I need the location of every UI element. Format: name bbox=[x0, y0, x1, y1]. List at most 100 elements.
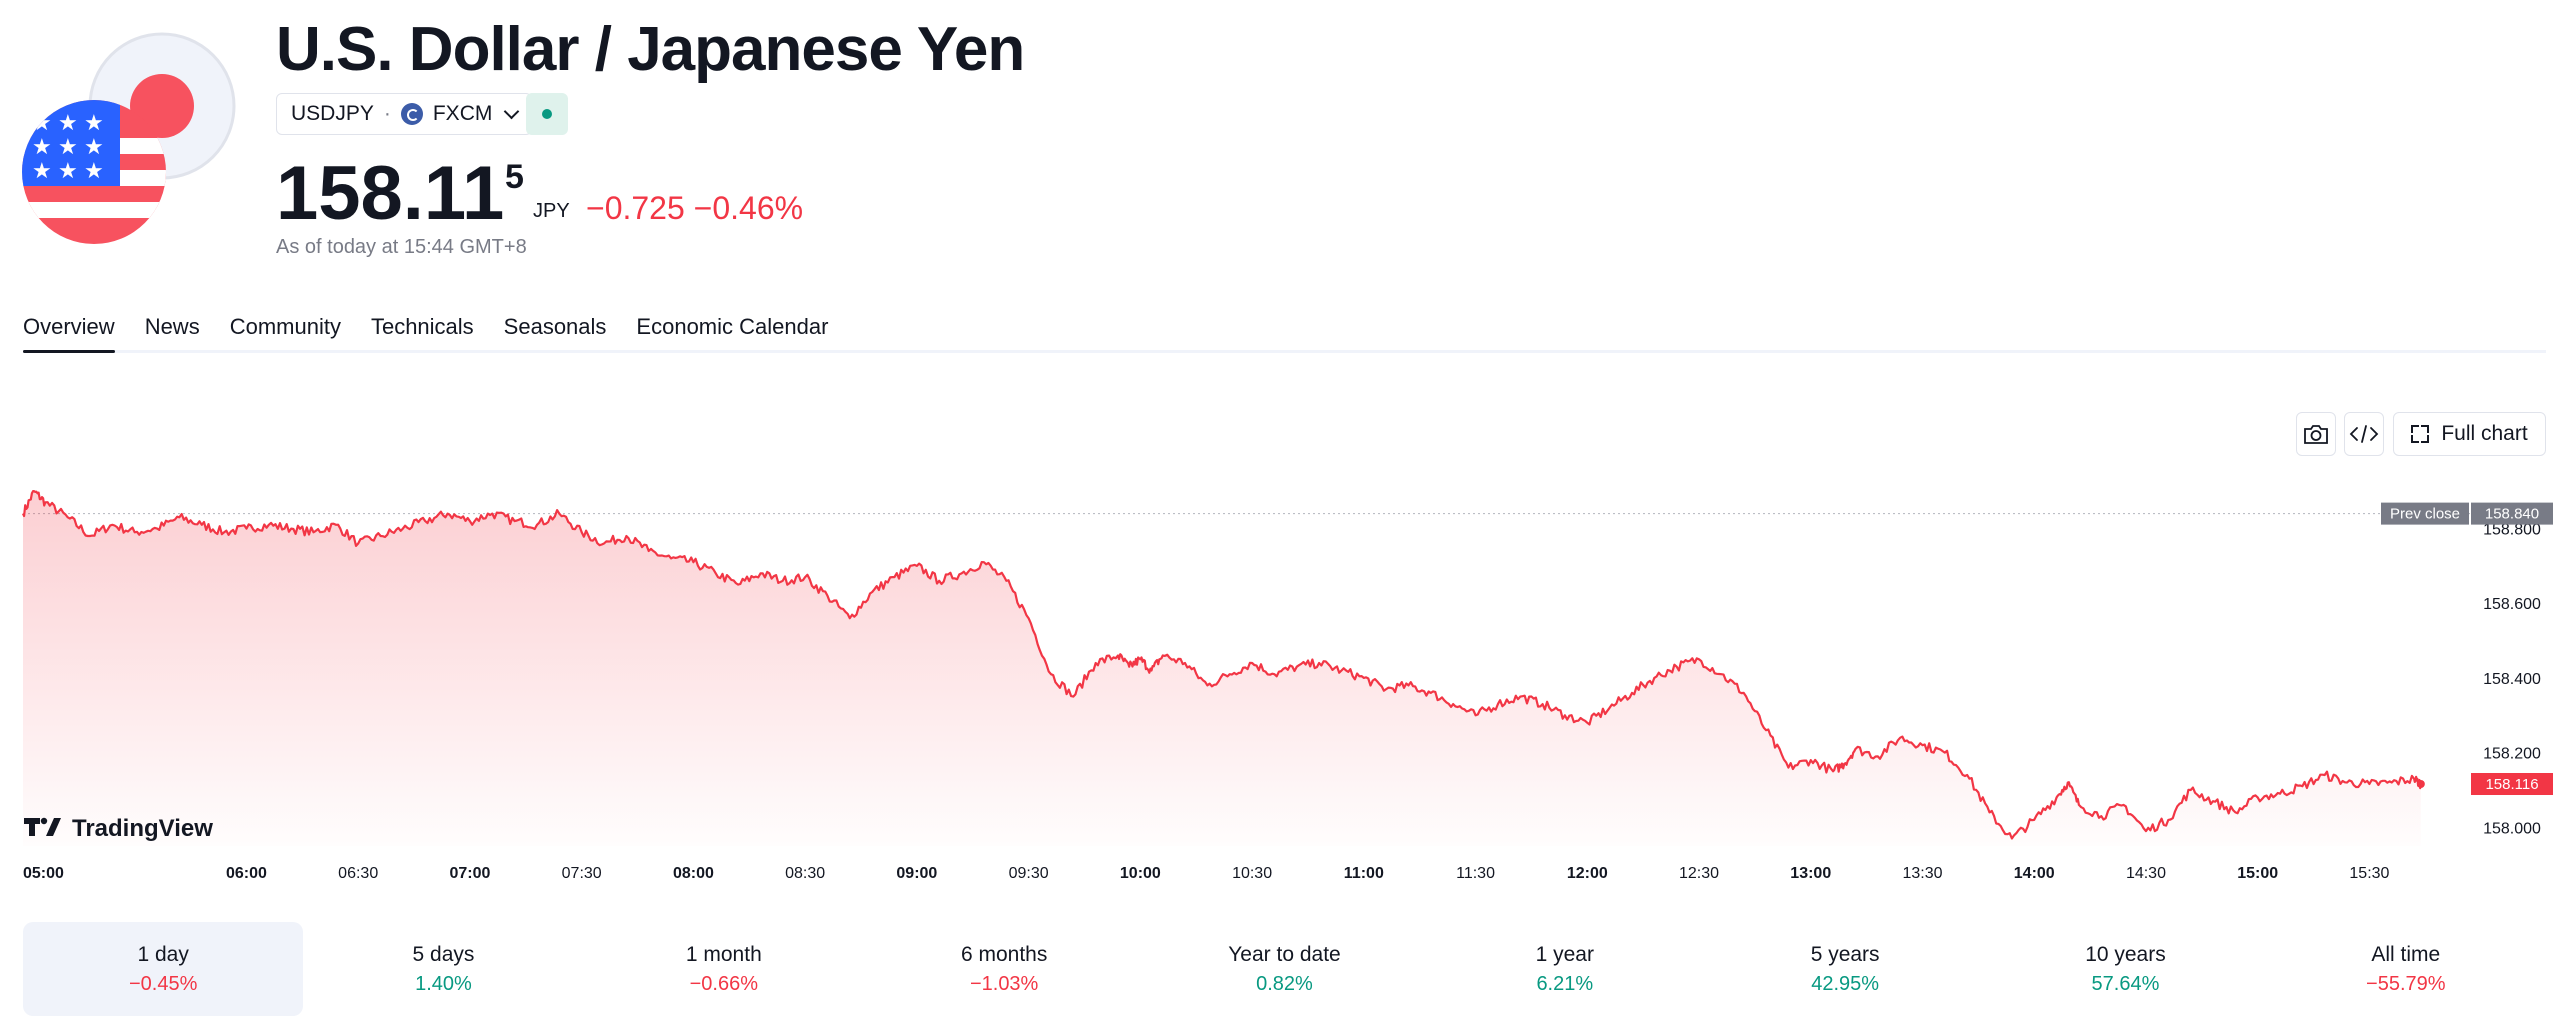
tab-news[interactable]: News bbox=[144, 314, 200, 339]
period-value: 1.40% bbox=[415, 972, 472, 995]
price-line bbox=[22, 490, 2422, 840]
market-open-dot-icon bbox=[542, 109, 552, 119]
price-value: 158.11 bbox=[276, 151, 505, 236]
x-tick-label: 07:00 bbox=[449, 865, 490, 882]
tab-economic-calendar[interactable]: Economic Calendar bbox=[636, 314, 829, 339]
period-all-time[interactable]: All time −55.79% bbox=[2266, 922, 2546, 1016]
currency-flags-icon: ★ ★ ★ ★ ★ ★ ★ ★ ★ bbox=[22, 32, 236, 244]
period-label: All time bbox=[2371, 942, 2441, 966]
tradingview-wordmark: TradingView bbox=[72, 815, 213, 842]
svg-text:★: ★ bbox=[32, 135, 52, 160]
market-status-button[interactable] bbox=[526, 93, 568, 135]
chevron-down-icon bbox=[504, 103, 520, 120]
svg-text:★: ★ bbox=[58, 135, 78, 160]
x-tick-label: 11:00 bbox=[1344, 865, 1384, 882]
period-label: Year to date bbox=[1228, 942, 1341, 966]
period-10-years[interactable]: 10 years 57.64% bbox=[1985, 922, 2265, 1016]
last-price-marker: 158.116 bbox=[2471, 773, 2553, 796]
page-title: U.S. Dollar / Japanese Yen bbox=[276, 15, 1025, 84]
x-tick-label: 06:30 bbox=[338, 865, 378, 882]
period-value: 0.82% bbox=[1256, 972, 1313, 995]
period-1-year[interactable]: 1 year 6.21% bbox=[1425, 922, 1705, 1016]
embed-button[interactable] bbox=[2344, 412, 2384, 456]
price-chart[interactable]: 158.800 158.600 158.400 158.200 158.000 05:0… bbox=[0, 470, 2560, 890]
x-tick-label: 14:00 bbox=[2014, 865, 2055, 882]
x-tick-label: 15:00 bbox=[2237, 865, 2278, 882]
snapshot-button[interactable] bbox=[2296, 412, 2336, 456]
prev-close-marker: Prev close 158.840 bbox=[2381, 502, 2553, 525]
x-tick-label: 13:30 bbox=[1902, 865, 1942, 882]
tab-seasonals[interactable]: Seasonals bbox=[503, 314, 607, 339]
svg-text:★: ★ bbox=[32, 111, 52, 136]
x-tick-label: 09:00 bbox=[896, 865, 937, 882]
x-tick-label: 11:30 bbox=[1456, 865, 1495, 882]
price-timestamp: As of today at 15:44 GMT+8 bbox=[276, 236, 527, 258]
full-chart-button[interactable]: Full chart bbox=[2393, 412, 2546, 456]
svg-text:★: ★ bbox=[32, 159, 52, 184]
exchange-logo-icon bbox=[400, 103, 423, 125]
period-label: 6 months bbox=[960, 942, 1048, 966]
separator: · bbox=[383, 102, 391, 125]
x-tick-label: 08:00 bbox=[673, 865, 714, 882]
tradingview-logo[interactable]: TradingView bbox=[24, 815, 213, 842]
x-tick-label: 15:30 bbox=[2349, 865, 2389, 882]
tab-community[interactable]: Community bbox=[229, 314, 341, 339]
period-value: −0.66% bbox=[689, 972, 759, 995]
prev-close-value: 158.840 bbox=[2485, 506, 2539, 523]
symbol-exchange-selector[interactable]: USDJPY · FXCM bbox=[276, 93, 533, 135]
tradingview-logo-icon bbox=[24, 818, 61, 836]
performance-periods: 1 day −0.45% 5 days 1.40% 1 month −0.66%… bbox=[23, 922, 2546, 1016]
symbol-label: USDJPY bbox=[291, 102, 374, 125]
last-price-value: 158.116 bbox=[2485, 776, 2538, 793]
camera-icon bbox=[2304, 425, 2328, 444]
price-pip-digit: 5 bbox=[505, 158, 524, 196]
prev-close-label: Prev close bbox=[2390, 506, 2460, 523]
x-tick-label: 12:00 bbox=[1567, 865, 1608, 882]
period-label: 1 year bbox=[1535, 942, 1594, 966]
last-price-dot bbox=[2416, 780, 2425, 789]
x-tick-label: 10:30 bbox=[1232, 865, 1272, 882]
period-value: 42.95% bbox=[1811, 972, 1880, 995]
fullscreen-icon bbox=[2411, 425, 2430, 443]
period-value: −0.45% bbox=[128, 972, 198, 995]
svg-text:★: ★ bbox=[84, 135, 104, 160]
y-tick-label: 158.800 bbox=[2483, 522, 2541, 539]
period-label: 1 day bbox=[137, 942, 189, 966]
period-value: 57.64% bbox=[2091, 972, 2160, 995]
svg-text:★: ★ bbox=[84, 159, 104, 184]
period-label: 5 years bbox=[1810, 942, 1880, 966]
period-label: 10 years bbox=[2085, 942, 2166, 966]
price-currency: JPY bbox=[533, 200, 570, 222]
period-value: −55.79% bbox=[2366, 972, 2446, 995]
svg-text:★: ★ bbox=[58, 159, 78, 184]
tab-bar: Overview News Community Technicals Seaso… bbox=[23, 300, 2546, 353]
x-tick-label: 05:00 bbox=[23, 865, 64, 882]
period-6-months[interactable]: 6 months −1.03% bbox=[864, 922, 1144, 1016]
period-1-month[interactable]: 1 month −0.66% bbox=[584, 922, 864, 1016]
tab-overview[interactable]: Overview bbox=[23, 300, 115, 353]
x-tick-label: 12:30 bbox=[1679, 865, 1719, 882]
tab-technicals[interactable]: Technicals bbox=[370, 314, 474, 339]
x-tick-label: 06:00 bbox=[226, 865, 267, 882]
period-5-days[interactable]: 5 days 1.40% bbox=[303, 922, 583, 1016]
price-area bbox=[23, 491, 2421, 846]
x-tick-label: 09:30 bbox=[1009, 865, 1049, 882]
period-5-years[interactable]: 5 years 42.95% bbox=[1705, 922, 1985, 1016]
svg-text:★: ★ bbox=[84, 111, 104, 136]
x-tick-label: 08:30 bbox=[785, 865, 825, 882]
exchange-label: FXCM bbox=[432, 102, 493, 125]
period-label: 5 days bbox=[412, 942, 475, 966]
x-tick-label: 10:00 bbox=[1120, 865, 1161, 882]
x-tick-label: 14:30 bbox=[2126, 865, 2166, 882]
period-1-day[interactable]: 1 day −0.45% bbox=[23, 922, 304, 1016]
code-icon bbox=[2349, 425, 2379, 443]
full-chart-label: Full chart bbox=[2441, 422, 2528, 445]
svg-text:★: ★ bbox=[58, 111, 78, 136]
x-tick-label: 07:30 bbox=[562, 865, 602, 882]
period-value: 6.21% bbox=[1536, 972, 1594, 995]
y-tick-label: 158.000 bbox=[2483, 820, 2541, 837]
period-value: −1.03% bbox=[969, 972, 1039, 995]
period-label: 1 month bbox=[685, 942, 762, 966]
period-year-to-date[interactable]: Year to date 0.82% bbox=[1144, 922, 1424, 1016]
y-tick-label: 158.400 bbox=[2483, 671, 2541, 688]
